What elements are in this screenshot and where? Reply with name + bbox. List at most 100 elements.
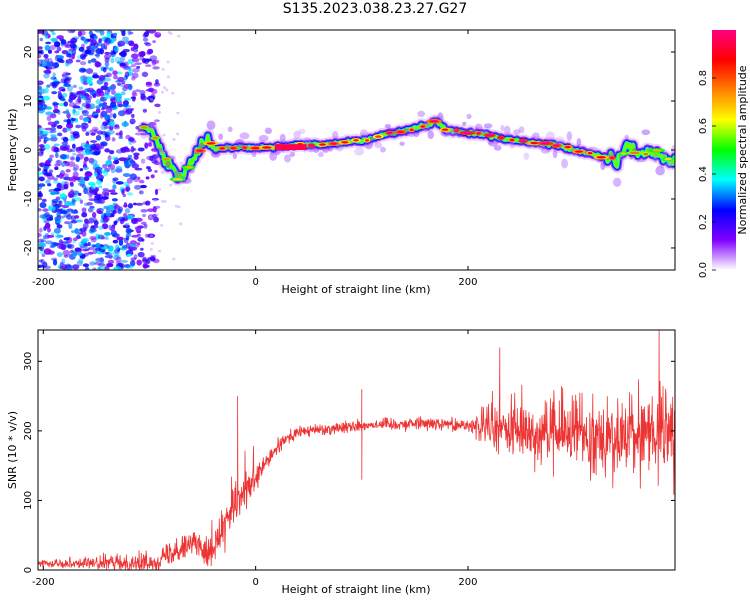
spectrogram-noise-cell (67, 191, 75, 198)
spectrogram-noise-cell (43, 265, 52, 270)
spectrogram-noise-cell (99, 30, 105, 33)
spectrogram-noise-cell (150, 241, 154, 245)
spectrogram-noise-cell (71, 264, 80, 270)
spectrogram-ridge-peak (242, 146, 247, 149)
spectrogram-noise-cell (119, 219, 125, 225)
spectrogram-noise-cell (80, 122, 89, 130)
spectrogram-noise-cell (135, 226, 142, 234)
spectrogram-noise-cell (98, 103, 106, 107)
spectrogram-noise-cell (96, 207, 102, 214)
spectrogram-noise-cell (104, 133, 109, 138)
spectrogram-noise-cell (101, 190, 110, 197)
spectrogram-noise-cell (75, 124, 82, 129)
spectrogram-noise-cell (53, 227, 61, 234)
spectrogram-ridge-halo (417, 110, 426, 118)
spectrogram-noise-cell (125, 184, 130, 188)
spectrogram-noise-cell (129, 173, 137, 180)
spectrogram-noise-cell (50, 136, 58, 142)
spectrogram-noise-cell (52, 102, 60, 106)
spectrogram-noise-cell (142, 264, 150, 269)
spectrogram-noise-cell (38, 144, 45, 148)
spectrogram-ridge-halo (588, 146, 598, 152)
spectrogram-ridge-halo (600, 161, 606, 171)
spectrogram-ridge-halo (413, 129, 420, 138)
spectrogram-noise-cell (144, 58, 153, 62)
spectrogram-noise-cell (95, 193, 100, 199)
spectrogram-noise-cell (87, 52, 94, 55)
spectrogram-noise-cell (130, 63, 137, 68)
spectrogram-noise-cell (166, 60, 170, 64)
spectrogram-noise-cell (71, 198, 76, 205)
spectrogram-ridge-peak (652, 149, 662, 152)
spectrogram-noise-cell (112, 113, 117, 119)
spectrogram-noise-cell (70, 230, 76, 233)
spectrogram-noise-cell (55, 208, 59, 212)
spectrogram-noise-cell (40, 258, 45, 265)
spectrogram-noise-cell (38, 190, 42, 198)
spectrogram-noise-cell (111, 156, 119, 161)
spectrogram-noise-cell (39, 250, 46, 255)
spectrogram-noise-cell (104, 51, 111, 55)
spectrogram-noise-cell (74, 197, 82, 202)
spectrogram-noise-cell (122, 193, 127, 198)
spectrogram-ridge-halo (552, 149, 558, 159)
spectrogram-noise-cell (42, 168, 48, 176)
spectrogram-noise-cell (151, 59, 160, 64)
spectrogram-noise-cell (131, 235, 139, 238)
spectrogram-ridge-peak (365, 139, 370, 142)
spectrogram-noise-cell (84, 266, 90, 270)
spectrogram-noise-cell (49, 127, 57, 131)
spectrogram-noise-cell (115, 181, 124, 185)
spectrogram-noise-cell (127, 83, 133, 91)
spectrogram-ridge-halo (665, 159, 674, 168)
spectrogram-noise-cell (81, 238, 89, 243)
spectrogram-noise-cell (146, 208, 155, 212)
spectrogram-ridge-peak (219, 147, 226, 150)
spectrogram-noise-cell (71, 143, 76, 149)
chart-title: S135.2023.038.23.27.G27 (282, 1, 468, 17)
colorbar-label: Normalized spectral amplitude (736, 65, 749, 234)
spectrogram-noise-cell (74, 247, 82, 252)
spectrogram-ridge-peak (486, 134, 494, 137)
spectrogram-noise-cell (74, 215, 80, 219)
spectrogram-noise-cell (105, 107, 113, 113)
spectrogram-noise-cell (123, 181, 130, 187)
spectrogram-noise-cell (142, 201, 149, 205)
spectrogram-noise-cell (59, 261, 64, 267)
spectrogram-noise-cell (98, 226, 104, 230)
spectrogram-noise-cell (116, 82, 122, 86)
colorbar-tick-label: 0.0 (698, 262, 709, 278)
spectrogram-noise-cell (141, 221, 147, 225)
spectrogram-noise-cell (45, 240, 53, 245)
spectrogram-noise-cell (90, 58, 97, 63)
spectrogram-noise-cell (56, 252, 63, 258)
spectrogram-noise-cell (162, 133, 166, 137)
spectrogram-noise-cell (104, 236, 109, 241)
spectrogram-noise-cell (41, 130, 49, 135)
spectrogram-noise-cell (131, 217, 137, 225)
spectrogram-noise-cell (66, 112, 71, 119)
spectrogram-noise-cell (91, 211, 97, 219)
spectrogram-ridge-halo (440, 130, 450, 137)
spectrogram-noise-cell (43, 73, 50, 79)
spectrogram-noise-cell (118, 239, 124, 246)
spectrogram-noise-cell (88, 217, 94, 224)
spectrogram-ridge-halo (437, 112, 444, 122)
spectrogram-noise-cell (144, 142, 149, 149)
spectrogram-noise-cell (153, 82, 161, 87)
spectrogram-ridge-halo (655, 165, 665, 176)
spectrogram-noise-cell (45, 41, 52, 45)
spectrogram-ridge-peak (184, 166, 193, 169)
spectrogram-ridge-peak (163, 158, 170, 161)
spectrogram-ridge-peak (341, 141, 349, 144)
spectrogram-noise-cell (38, 176, 45, 182)
spectrogram-noise-cell (68, 222, 73, 230)
spectrogram-ridge-halo (624, 134, 629, 140)
x-tick-label: 0 (252, 577, 258, 588)
spectrogram-noise-cell (117, 216, 126, 222)
spectrogram-noise-cell (109, 150, 115, 155)
spectrogram-ridge-halo (471, 127, 477, 133)
spectrogram-noise-cell (38, 54, 42, 59)
spectrogram-ridge-halo (545, 131, 555, 142)
spectrogram-noise-cell (177, 34, 181, 38)
